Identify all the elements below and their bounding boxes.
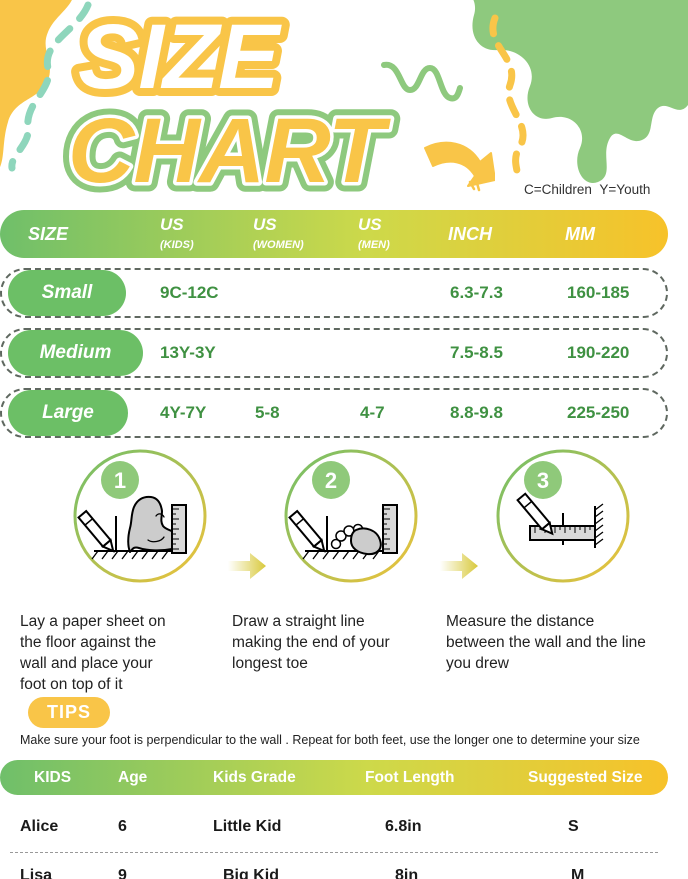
svg-text:1: 1 xyxy=(114,468,126,493)
svg-text:SIZE: SIZE xyxy=(78,6,282,108)
svg-text:2: 2 xyxy=(325,468,337,493)
svg-text:CHART: CHART xyxy=(68,100,391,202)
svg-text:3: 3 xyxy=(537,468,549,493)
